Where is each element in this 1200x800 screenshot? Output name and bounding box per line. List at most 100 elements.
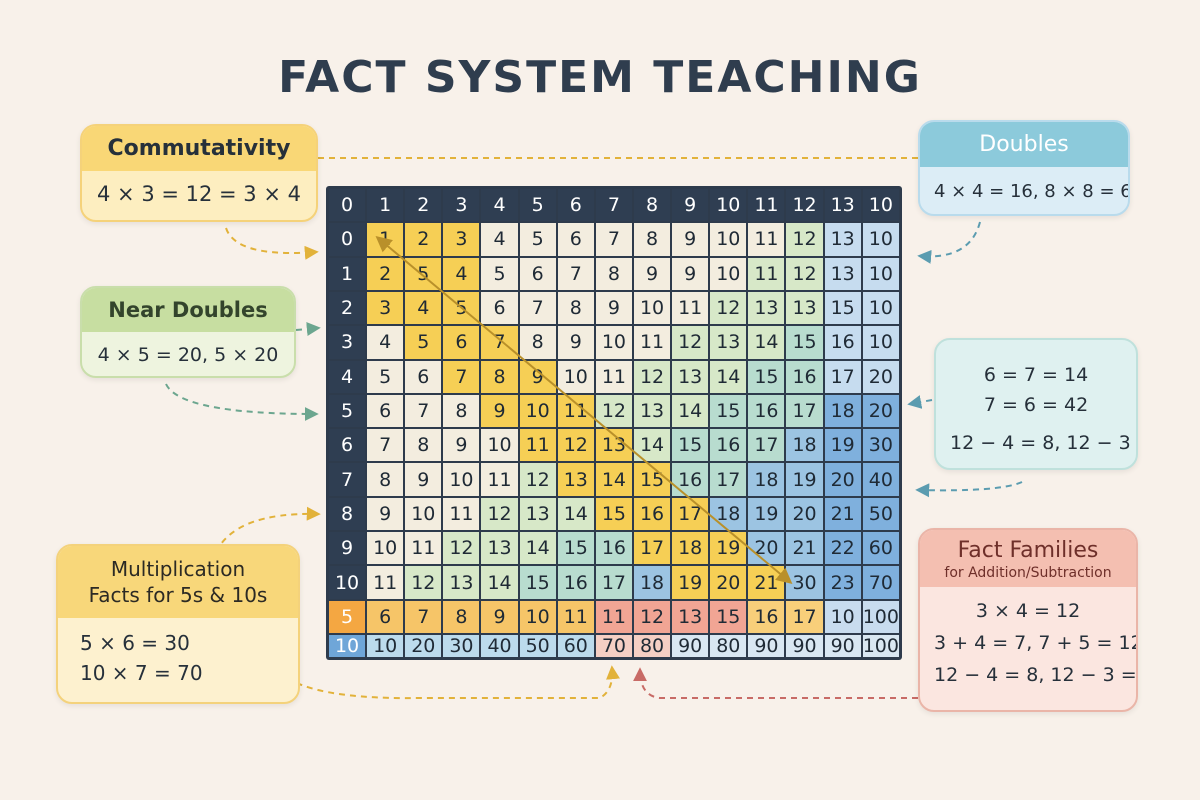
table-cell: 5	[519, 223, 556, 256]
table-cell: 15	[710, 394, 747, 428]
table-cell: 9	[405, 463, 442, 496]
table-cell: 11	[405, 532, 442, 565]
table-cell: 10	[710, 257, 747, 290]
table-cell: 8	[367, 463, 404, 496]
table-cell: 23	[824, 566, 861, 599]
table-cell: 22	[824, 532, 861, 565]
table-cell: 13	[672, 600, 709, 633]
table-cell: 20	[405, 635, 442, 657]
table-cell: 14	[481, 566, 518, 599]
table-cell: 10	[443, 463, 480, 496]
multiplication-title-line-2: Facts for 5s & 10s	[88, 583, 268, 607]
connector-doubles	[917, 221, 981, 264]
table-cell: 19	[748, 497, 785, 531]
connector-commutativity	[225, 227, 319, 260]
table-cell: 17	[748, 429, 785, 462]
fact-families-line-3: 12 − 4 = 8, 12 − 3 = 9	[934, 664, 1138, 686]
table-cell: 16	[824, 326, 861, 359]
table-cell: 13	[824, 223, 861, 256]
table-cell: 11	[672, 291, 709, 325]
table-cell: 10	[633, 291, 671, 325]
multiplication-title-line-1: Multiplication	[110, 557, 246, 581]
table-cell: 5	[405, 257, 442, 290]
table-cell: 16	[748, 600, 785, 633]
table-cell: 7	[481, 326, 518, 359]
table-cell: 4	[405, 291, 442, 325]
table-cell: 11	[595, 360, 632, 393]
table-cell: 10	[862, 257, 899, 290]
table-cell: 9	[633, 257, 671, 290]
table-cell: 14	[633, 429, 671, 462]
table-cell: 20	[824, 463, 861, 496]
table-cell: 5	[367, 360, 404, 393]
table-cell: 13	[443, 566, 480, 599]
table-cell: 20	[786, 497, 823, 531]
table-cell: 60	[862, 532, 899, 565]
table-cell: 1	[367, 223, 404, 256]
table-cell: 10	[481, 429, 518, 462]
table-cell: 13	[786, 291, 823, 325]
table-cell: 13	[519, 497, 556, 531]
table-cell: 6	[519, 257, 556, 290]
column-header-cell: 4	[481, 189, 518, 222]
table-cell: 7	[405, 394, 442, 428]
related-line-1: 6 = 7 = 14	[983, 364, 1089, 386]
column-header-cell: 0	[329, 189, 366, 222]
table-cell: 70	[595, 635, 632, 657]
table-cell: 17	[595, 566, 632, 599]
table-cell: 90	[786, 635, 823, 657]
fact-families-card: Fact Families for Addition/Subtraction 3…	[918, 528, 1138, 712]
table-cell: 12	[595, 394, 632, 428]
column-header-cell: 8	[633, 189, 671, 222]
table-cell: 4	[481, 223, 518, 256]
table-cell: 11	[519, 429, 556, 462]
near-doubles-title: Near Doubles	[82, 288, 294, 332]
table-cell: 15	[748, 360, 785, 393]
table-cell: 8	[557, 291, 594, 325]
table-cell: 13	[557, 463, 594, 496]
table-cell: 8	[443, 600, 480, 633]
related-line-2: 7 = 6 = 42	[983, 394, 1089, 416]
connector-related-lower	[915, 481, 1023, 498]
table-cell: 11	[748, 223, 785, 256]
table-cell: 13	[748, 291, 785, 325]
table-cell: 6	[405, 360, 442, 393]
row-header-cell: 3	[329, 326, 366, 359]
row-header-cell: 8	[329, 497, 366, 531]
table-cell: 17	[710, 463, 747, 496]
row-header-cell: 7	[329, 463, 366, 496]
commutativity-card: Commutativity 4 × 3 = 12 = 3 × 4	[80, 124, 318, 222]
table-cell: 14	[710, 360, 747, 393]
column-header-cell: 10	[862, 189, 899, 222]
table-cell: 50	[519, 635, 556, 657]
table-cell: 16	[595, 532, 632, 565]
table-cell: 40	[862, 463, 899, 496]
table-cell: 15	[519, 566, 556, 599]
connector-near-doubles	[295, 322, 321, 336]
table-cell: 9	[672, 223, 709, 256]
table-cell: 18	[748, 463, 785, 496]
table-cell: 14	[557, 497, 594, 531]
multiplication-line-2: 10 × 7 = 70	[80, 661, 203, 685]
table-cell: 30	[443, 635, 480, 657]
table-cell: 15	[633, 463, 671, 496]
table-cell: 3	[443, 223, 480, 256]
table-cell: 14	[748, 326, 785, 359]
table-cell: 2	[405, 223, 442, 256]
table-cell: 12	[519, 463, 556, 496]
table-cell: 11	[557, 394, 594, 428]
table-cell: 2	[367, 257, 404, 290]
column-header-cell: 13	[824, 189, 861, 222]
table-cell: 50	[862, 497, 899, 531]
table-cell: 10	[862, 223, 899, 256]
table-cell: 16	[748, 394, 785, 428]
table-cell: 20	[862, 360, 899, 393]
table-cell: 20	[748, 532, 785, 565]
row-header-cell: 1	[329, 257, 366, 290]
table-cell: 9	[557, 326, 594, 359]
table-cell: 4	[367, 326, 404, 359]
multiplication-card: Multiplication Facts for 5s & 10s 5 × 6 …	[56, 544, 300, 704]
table-cell: 15	[557, 532, 594, 565]
table-cell: 11	[748, 257, 785, 290]
table-cell: 20	[710, 566, 747, 599]
